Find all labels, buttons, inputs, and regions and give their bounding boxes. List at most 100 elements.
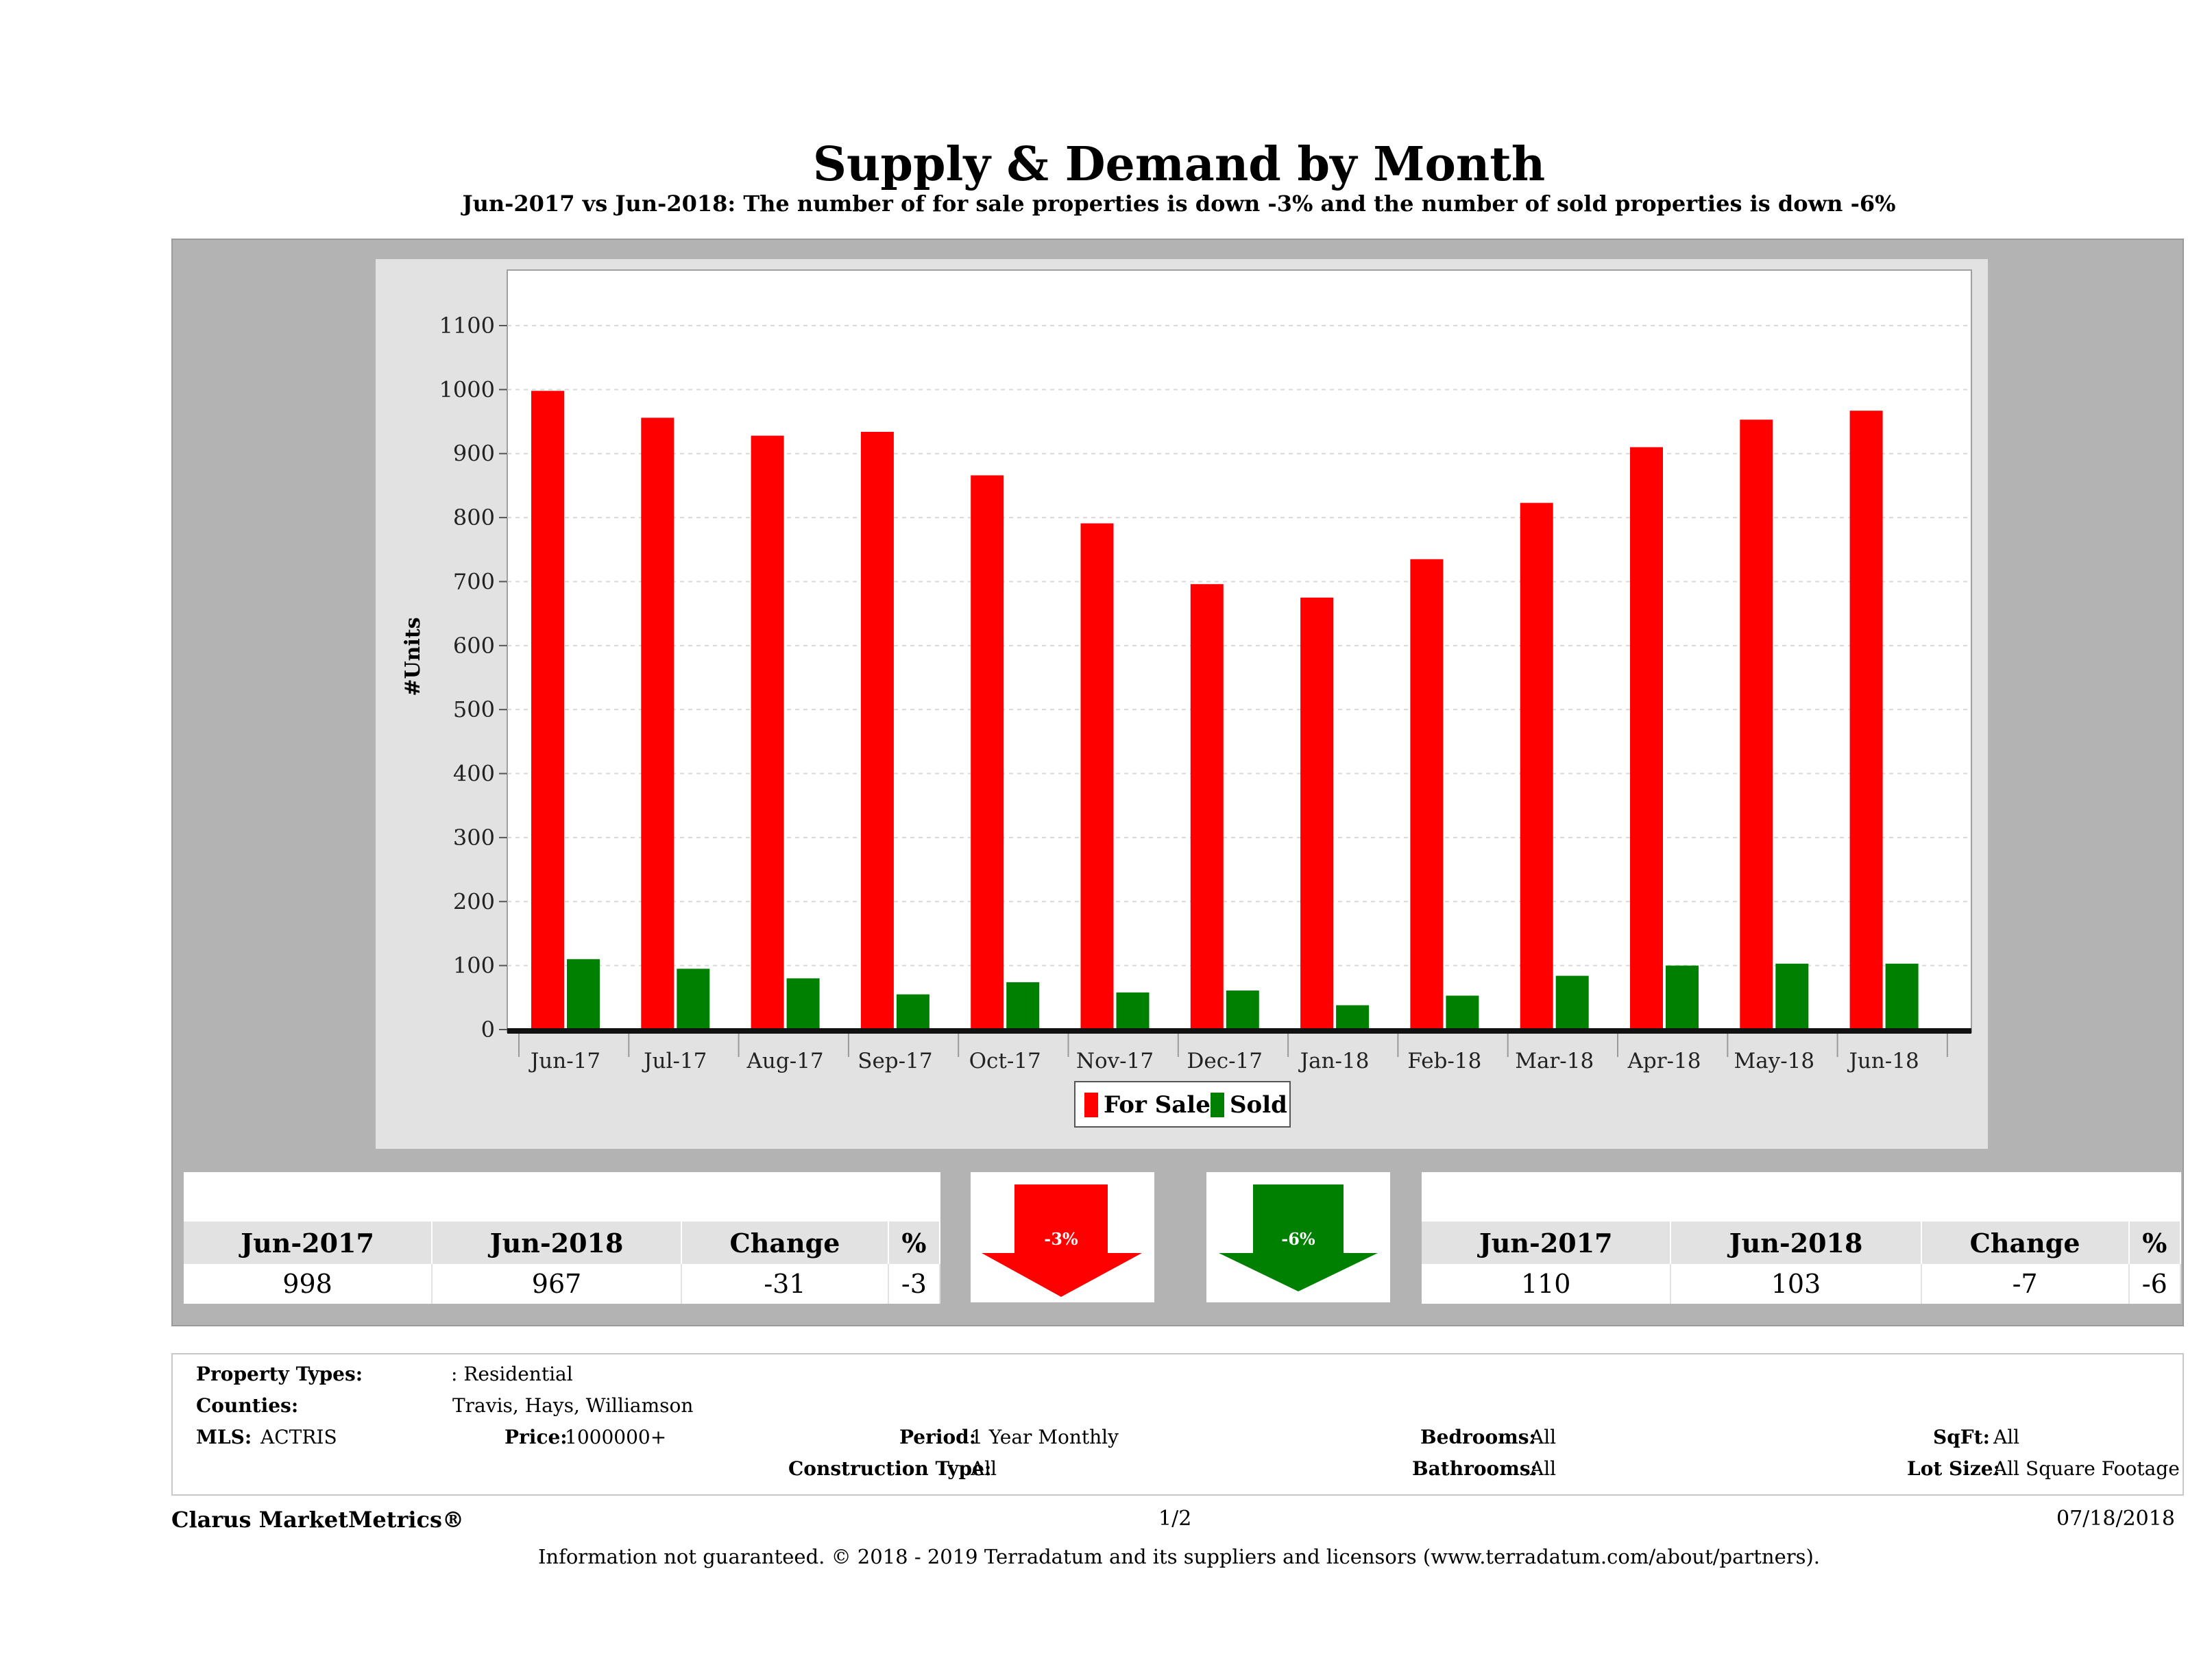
y-tick-label: 400 (453, 761, 495, 787)
x-tick-label: Nov-17 (1076, 1049, 1154, 1073)
bathrooms-value: All (1530, 1457, 1557, 1480)
bar-sold (786, 978, 820, 1030)
bar-for-sale (1300, 597, 1334, 1030)
page-title: Supply & Demand by Month (812, 137, 1546, 192)
legend (1074, 1081, 1291, 1128)
stats-header: % (888, 1221, 941, 1264)
sold-change-box: -6% (1206, 1172, 1390, 1302)
bar-for-sale (1630, 447, 1663, 1030)
lot-size-label: Lot Size: (1907, 1457, 2000, 1480)
x-tick-label: Oct-17 (969, 1049, 1041, 1073)
stats-value: 967 (432, 1264, 683, 1304)
legend-label: For Sale (1104, 1091, 1211, 1119)
y-tick-label: 300 (453, 825, 495, 851)
bar-for-sale (1740, 420, 1773, 1030)
counties-label: Counties: (196, 1394, 299, 1417)
bar-for-sale (971, 475, 1004, 1030)
chart-panel: 0 100 200 300 400 500 600 700 800 900 1000 1100 #Uni… (376, 259, 1988, 1149)
x-tick-label: Jun-18 (1847, 1049, 1919, 1073)
legend-swatch (1211, 1093, 1224, 1117)
bar-for-sale (860, 431, 894, 1030)
stats-value: 110 (1422, 1264, 1672, 1304)
legend-label: Sold (1230, 1091, 1287, 1119)
price-label: Price: (505, 1426, 568, 1448)
sqft-value: All (1993, 1426, 2020, 1448)
stats-header-row: Jun-2017 Jun-2018 Change % (184, 1221, 941, 1264)
bar-sold (1336, 1005, 1370, 1030)
stats-header: % (2128, 1221, 2182, 1264)
bedrooms-value: All (1530, 1426, 1557, 1448)
x-tick-label: May-18 (1734, 1049, 1814, 1073)
y-tick-label: 100 (453, 953, 495, 979)
period-label: Period: (899, 1426, 977, 1448)
x-tick-label: Jan-18 (1298, 1049, 1370, 1073)
bar-for-sale (1410, 559, 1444, 1030)
bar-for-sale (1520, 502, 1553, 1030)
sold-stats-table: Jun-2017 Jun-2018 Change % 110 103 -7 -6 (1422, 1221, 2182, 1304)
x-axis-line (507, 1028, 1971, 1034)
bar-sold (1006, 982, 1040, 1030)
stats-value-row: 998 967 -31 -3 (184, 1264, 941, 1304)
bar-sold (567, 959, 600, 1030)
stats-header: Change (681, 1221, 889, 1264)
stats-header: Jun-2018 (432, 1221, 683, 1264)
for-sale-change-box: -3% (971, 1172, 1154, 1302)
page-subtitle: Jun-2017 vs Jun-2018: The number of for … (462, 191, 1896, 217)
stats-value: -31 (681, 1264, 889, 1304)
bar-for-sale (751, 435, 784, 1030)
footer-disclaimer: Information not guaranteed. © 2018 - 201… (537, 1545, 1821, 1568)
footer-page-number: 1/2 (1158, 1507, 1192, 1531)
construction-value: All (971, 1457, 997, 1480)
footer-brand: Clarus MarketMetrics® (171, 1507, 465, 1533)
stats-value: -3 (888, 1264, 941, 1304)
bar-for-sale (641, 417, 674, 1030)
down-arrow-icon: -6% (1219, 1184, 1378, 1291)
x-tick-label: Jul-17 (642, 1049, 707, 1073)
y-tick-label: 700 (453, 568, 495, 594)
y-tick-label: 800 (453, 504, 495, 531)
property-types-value: : Residential (451, 1363, 573, 1385)
y-axis-label: #Units (401, 617, 425, 696)
bar-sold (677, 969, 710, 1030)
stats-value: -7 (1921, 1264, 2130, 1304)
bar-sold (1116, 992, 1150, 1030)
construction-label: Construction Type: (788, 1457, 992, 1480)
period-value: 1 Year Monthly (971, 1426, 1119, 1448)
price-value: 1000000+ (565, 1426, 667, 1448)
bar-for-sale (1080, 523, 1114, 1030)
y-tick-label: 1000 (439, 376, 495, 402)
x-tick-label: Mar-18 (1515, 1049, 1594, 1073)
lot-size-value: All Square Footage (1993, 1457, 2180, 1480)
bar-sold (1555, 975, 1589, 1030)
stats-header-row: Jun-2017 Jun-2018 Change % (1422, 1221, 2182, 1264)
stats-header: Jun-2017 (184, 1221, 433, 1264)
y-tick-label: 600 (453, 633, 495, 659)
sold-change-label: -6% (1281, 1229, 1315, 1249)
bar-sold (1666, 965, 1699, 1030)
bar-sold (1885, 963, 1919, 1030)
stats-value: -6 (2128, 1264, 2182, 1304)
bar-chart: 0 100 200 300 400 500 600 700 800 900 1000 1100 #Uni… (401, 269, 1972, 1128)
x-tick-label: Apr-18 (1627, 1049, 1701, 1073)
legend-swatch (1084, 1093, 1098, 1117)
stats-value: 998 (184, 1264, 433, 1304)
for-sale-change-label: -3% (1044, 1229, 1078, 1249)
y-tick-label: 200 (453, 888, 495, 914)
x-tick-label: Sep-17 (858, 1049, 932, 1073)
stats-value-row: 110 103 -7 -6 (1422, 1264, 2182, 1304)
mls-label: MLS: (196, 1426, 252, 1448)
x-tick-label: Dec-17 (1187, 1049, 1263, 1073)
for-sale-stats-box: Jun-2017 Jun-2018 Change % 998 967 -31 -… (184, 1172, 941, 1304)
x-tick-label: Jun-17 (528, 1049, 600, 1073)
x-tick-label: Feb-18 (1407, 1049, 1481, 1073)
criteria-panel: Property Types: : Residential Counties: … (171, 1353, 2184, 1496)
bar-sold (1775, 963, 1809, 1030)
for-sale-stats-table: Jun-2017 Jun-2018 Change % 998 967 -31 -… (184, 1221, 941, 1304)
counties-value: Travis, Hays, Williamson (452, 1394, 694, 1417)
stats-value: 103 (1670, 1264, 1922, 1304)
footer-date: 07/18/2018 (2056, 1507, 2175, 1531)
mls-value: ACTRIS (260, 1426, 337, 1448)
bathrooms-label: Bathrooms: (1412, 1457, 1538, 1480)
property-types-label: Property Types: (196, 1363, 363, 1385)
y-tick-label: 1100 (439, 313, 495, 339)
